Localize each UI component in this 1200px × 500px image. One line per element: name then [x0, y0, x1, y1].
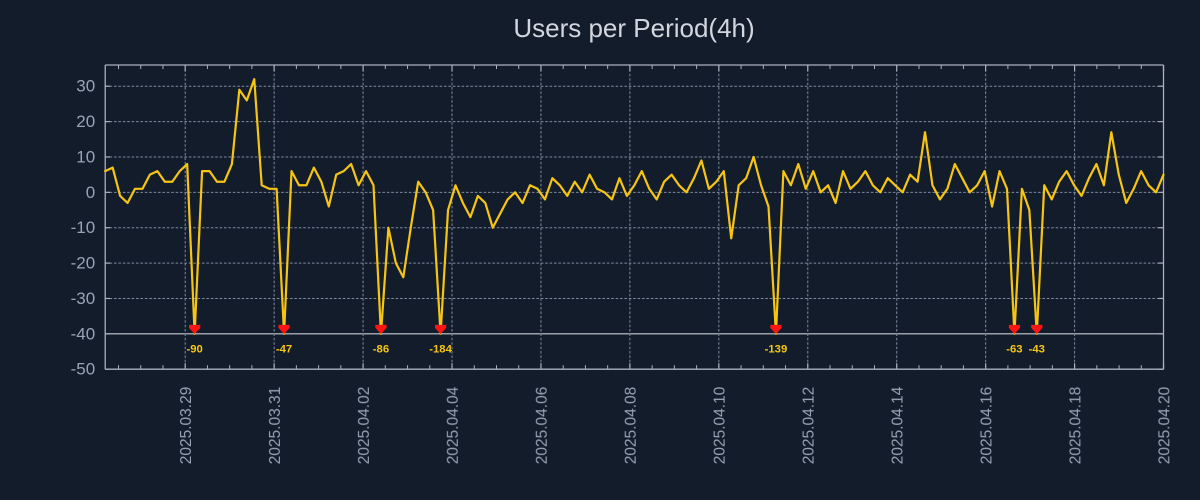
- svg-text:-86: -86: [373, 344, 389, 356]
- svg-text:-184: -184: [429, 344, 452, 356]
- svg-text:-47: -47: [276, 344, 292, 356]
- svg-text:2025.04.16: 2025.04.16: [979, 387, 996, 465]
- svg-text:-139: -139: [765, 344, 788, 356]
- svg-text:10: 10: [76, 147, 95, 166]
- svg-text:Users per Period(4h): Users per Period(4h): [513, 13, 754, 43]
- svg-text:2025.04.08: 2025.04.08: [623, 387, 640, 465]
- svg-text:-20: -20: [71, 254, 96, 273]
- svg-text:-43: -43: [1029, 344, 1045, 356]
- svg-text:-30: -30: [71, 289, 96, 308]
- svg-text:-40: -40: [71, 324, 96, 343]
- svg-text:20: 20: [76, 112, 95, 131]
- svg-text:2025.03.29: 2025.03.29: [178, 387, 195, 465]
- svg-text:0: 0: [86, 183, 95, 202]
- svg-text:2025.03.31: 2025.03.31: [267, 387, 284, 465]
- svg-text:2025.04.02: 2025.04.02: [356, 387, 373, 465]
- svg-text:-63: -63: [1006, 344, 1022, 356]
- svg-text:2025.04.14: 2025.04.14: [890, 386, 907, 464]
- svg-text:2025.04.20: 2025.04.20: [1157, 386, 1174, 464]
- svg-text:2025.04.10: 2025.04.10: [712, 386, 729, 464]
- svg-text:2025.04.06: 2025.04.06: [534, 387, 551, 465]
- svg-text:2025.04.04: 2025.04.04: [445, 386, 462, 464]
- svg-text:2025.04.12: 2025.04.12: [801, 387, 818, 465]
- svg-text:-10: -10: [71, 218, 96, 237]
- svg-text:-50: -50: [71, 360, 96, 379]
- svg-text:2025.04.18: 2025.04.18: [1068, 387, 1085, 465]
- svg-text:-90: -90: [186, 344, 202, 356]
- svg-text:30: 30: [76, 77, 95, 96]
